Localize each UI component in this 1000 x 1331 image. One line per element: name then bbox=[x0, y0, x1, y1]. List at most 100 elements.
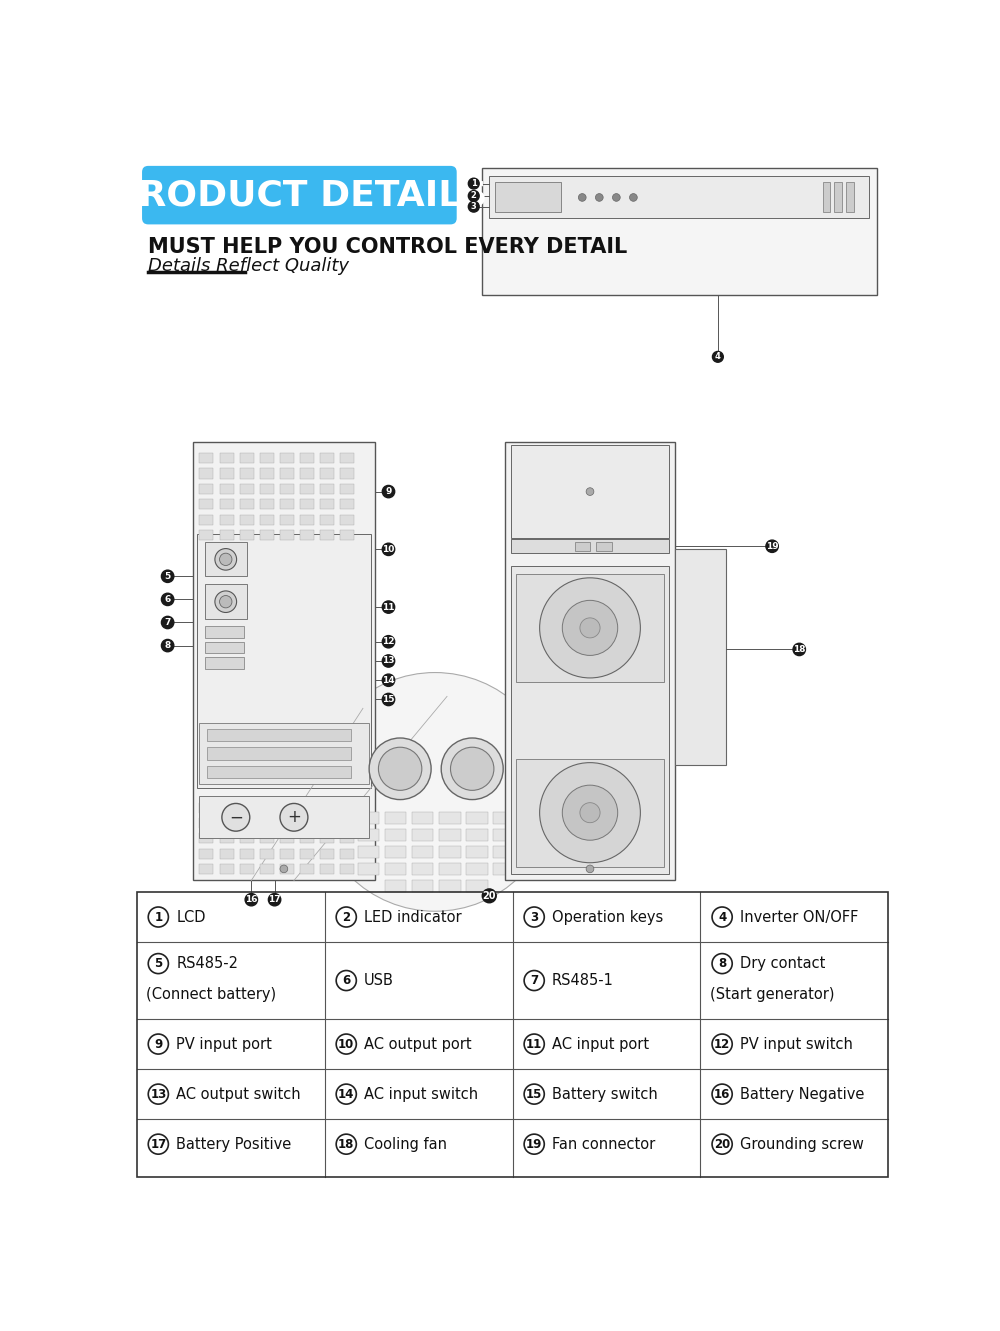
Bar bbox=[412, 845, 433, 858]
Bar bbox=[220, 833, 234, 844]
Text: LCD: LCD bbox=[176, 909, 206, 925]
Circle shape bbox=[220, 554, 232, 566]
Circle shape bbox=[578, 193, 586, 201]
Bar bbox=[240, 833, 254, 844]
Circle shape bbox=[712, 1034, 732, 1054]
Bar bbox=[280, 864, 294, 874]
Bar bbox=[240, 849, 254, 858]
Bar bbox=[300, 530, 314, 540]
Text: 3: 3 bbox=[471, 202, 477, 212]
Bar bbox=[834, 182, 842, 212]
Bar bbox=[340, 499, 354, 510]
Bar bbox=[493, 862, 515, 874]
Bar bbox=[320, 530, 334, 540]
Text: 1: 1 bbox=[471, 180, 477, 188]
Bar bbox=[320, 833, 334, 844]
Bar bbox=[240, 803, 254, 813]
Text: 2: 2 bbox=[342, 910, 350, 924]
Circle shape bbox=[524, 1134, 544, 1154]
Bar bbox=[466, 862, 488, 874]
Bar bbox=[466, 880, 488, 892]
Text: 10: 10 bbox=[338, 1038, 354, 1050]
Bar bbox=[493, 812, 515, 824]
Text: 4: 4 bbox=[715, 353, 721, 361]
Circle shape bbox=[378, 747, 422, 791]
Bar bbox=[516, 574, 664, 681]
Text: 11: 11 bbox=[526, 1038, 542, 1050]
Bar bbox=[280, 530, 294, 540]
Bar bbox=[412, 829, 433, 841]
Text: 20: 20 bbox=[714, 1138, 730, 1151]
Bar bbox=[385, 880, 406, 892]
Bar bbox=[260, 819, 274, 828]
Text: 17: 17 bbox=[150, 1138, 166, 1151]
Bar bbox=[240, 453, 254, 463]
Bar bbox=[240, 484, 254, 494]
Text: 16: 16 bbox=[245, 896, 258, 904]
Bar bbox=[240, 469, 254, 479]
Circle shape bbox=[468, 201, 479, 212]
Bar bbox=[340, 530, 354, 540]
Circle shape bbox=[336, 970, 356, 990]
Circle shape bbox=[280, 804, 308, 831]
Text: 13: 13 bbox=[382, 656, 395, 666]
Text: 3: 3 bbox=[530, 910, 538, 924]
Text: 4: 4 bbox=[718, 910, 726, 924]
Bar bbox=[220, 515, 234, 524]
Circle shape bbox=[712, 1134, 732, 1154]
Bar bbox=[220, 530, 234, 540]
Bar bbox=[300, 849, 314, 858]
Bar bbox=[280, 849, 294, 858]
Bar bbox=[260, 803, 274, 813]
Bar bbox=[511, 446, 669, 538]
Text: PV input switch: PV input switch bbox=[740, 1037, 853, 1051]
Bar bbox=[574, 542, 590, 551]
Bar bbox=[493, 845, 515, 858]
Text: Battery switch: Battery switch bbox=[552, 1086, 658, 1102]
Text: Fan connector: Fan connector bbox=[552, 1137, 655, 1151]
Text: Cooling fan: Cooling fan bbox=[364, 1137, 447, 1151]
Text: 17: 17 bbox=[268, 896, 281, 904]
Bar bbox=[511, 566, 669, 874]
Bar bbox=[439, 829, 461, 841]
Circle shape bbox=[524, 1085, 544, 1105]
Text: Operation keys: Operation keys bbox=[552, 909, 663, 925]
Text: 18: 18 bbox=[793, 646, 806, 654]
Bar bbox=[340, 515, 354, 524]
Circle shape bbox=[712, 351, 723, 362]
Circle shape bbox=[148, 1034, 168, 1054]
Bar bbox=[207, 747, 351, 760]
Bar bbox=[240, 530, 254, 540]
Bar bbox=[199, 864, 213, 874]
Bar bbox=[340, 469, 354, 479]
Bar bbox=[199, 849, 213, 858]
Bar bbox=[260, 864, 274, 874]
Bar bbox=[220, 453, 234, 463]
Circle shape bbox=[540, 578, 640, 677]
Bar bbox=[193, 442, 375, 880]
Circle shape bbox=[580, 618, 600, 638]
Circle shape bbox=[382, 543, 395, 555]
Bar bbox=[340, 849, 354, 858]
Bar bbox=[358, 862, 379, 874]
Circle shape bbox=[468, 190, 479, 201]
Circle shape bbox=[220, 595, 232, 608]
Bar bbox=[240, 499, 254, 510]
Text: PV input port: PV input port bbox=[176, 1037, 272, 1051]
Text: AC input switch: AC input switch bbox=[364, 1086, 478, 1102]
Circle shape bbox=[222, 804, 250, 831]
Circle shape bbox=[336, 906, 356, 926]
Text: 9: 9 bbox=[154, 1038, 162, 1050]
Text: Dry contact: Dry contact bbox=[740, 956, 825, 972]
Circle shape bbox=[161, 616, 174, 628]
Bar bbox=[300, 803, 314, 813]
Text: 8: 8 bbox=[164, 642, 171, 650]
Text: 12: 12 bbox=[382, 638, 395, 647]
Bar bbox=[358, 812, 379, 824]
Text: AC output port: AC output port bbox=[364, 1037, 472, 1051]
Bar bbox=[199, 530, 213, 540]
Bar bbox=[439, 845, 461, 858]
Bar bbox=[220, 484, 234, 494]
Bar bbox=[300, 864, 314, 874]
Bar bbox=[412, 862, 433, 874]
